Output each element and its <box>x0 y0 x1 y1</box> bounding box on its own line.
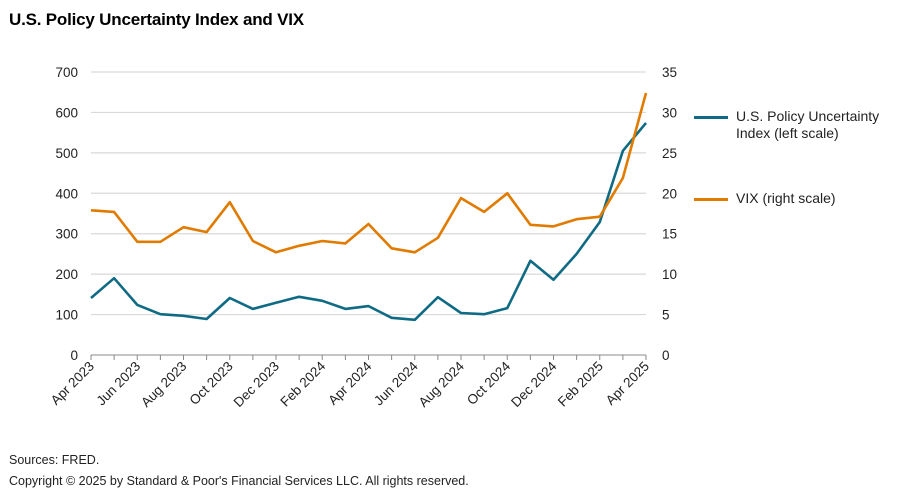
chart-plot: 0 100 200 300 400 500 600 700 0 5 10 15 20 25 30 35 Apr … <box>48 65 677 410</box>
y-right-tick-label: 10 <box>662 267 677 282</box>
x-tick-label: Jun 2023 <box>93 359 143 409</box>
x-tick-label: Feb 2024 <box>277 358 328 409</box>
x-tick-label: Aug 2024 <box>416 358 468 410</box>
x-tick-label: Dec 2023 <box>231 359 282 410</box>
y-left-tick-label: 700 <box>55 65 78 80</box>
legend-label-epu-line1: U.S. Policy Uncertainty <box>736 108 880 124</box>
y-right-tick-label: 35 <box>662 65 677 80</box>
x-tick-label: Apr 2025 <box>603 359 652 408</box>
copyright-note: Copyright © 2025 by Standard & Poor's Fi… <box>9 474 469 488</box>
y-right-tick-label: 20 <box>662 186 677 201</box>
legend-label-vix: VIX (right scale) <box>736 190 836 206</box>
y-left-tick-label: 500 <box>55 146 78 161</box>
x-tick-label: Apr 2023 <box>48 359 97 408</box>
x-tick-label: Apr 2024 <box>325 358 375 408</box>
y-left-tick-label: 100 <box>55 308 78 323</box>
y-left-tick-label: 0 <box>70 348 78 363</box>
y-left-tick-label: 400 <box>55 186 78 201</box>
x-tick-label: Oct 2024 <box>464 358 514 408</box>
legend-item-epu: U.S. Policy Uncertainty Index (left scal… <box>694 108 879 142</box>
y-left-tick-label: 600 <box>55 105 78 120</box>
y-left-tick-label: 300 <box>55 227 78 242</box>
y-right-tick-label: 0 <box>662 348 670 363</box>
x-tick-label: Dec 2024 <box>508 358 560 410</box>
chart-title: U.S. Policy Uncertainty Index and VIX <box>9 10 304 29</box>
legend-swatch-vix <box>694 198 728 201</box>
x-tick-label: Jun 2024 <box>371 358 421 408</box>
vix-series-line <box>90 92 648 254</box>
x-tick-label: Feb 2025 <box>555 359 606 410</box>
y-right-tick-label: 25 <box>662 146 677 161</box>
sources-note: Sources: FRED. <box>9 453 100 467</box>
y-left-tick-label: 200 <box>55 267 78 282</box>
y-right-tick-label: 15 <box>662 227 677 242</box>
y-right-tick-label: 30 <box>662 105 677 120</box>
legend-label-epu-line2: Index (left scale) <box>736 125 839 141</box>
x-tick-label: Aug 2023 <box>138 359 189 410</box>
y-right-tick-label: 5 <box>662 308 670 323</box>
legend-item-vix: VIX (right scale) <box>694 190 836 207</box>
legend-swatch-epu <box>694 116 728 119</box>
x-tick-label: Oct 2023 <box>187 359 236 408</box>
